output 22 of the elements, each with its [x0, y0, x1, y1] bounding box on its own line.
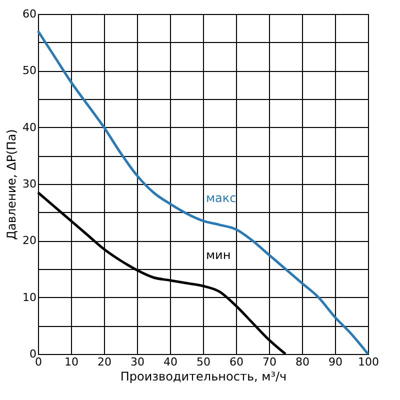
y-tick-label: 0 — [30, 348, 36, 360]
series-label: макс — [206, 191, 236, 206]
y-tick-label: 50 — [22, 64, 36, 78]
y-tick-label: 30 — [22, 178, 36, 190]
x-tick-label: 40 — [164, 356, 178, 368]
y-tick-label: 20 — [22, 234, 36, 248]
y-tick-label: 40 — [22, 120, 36, 134]
y-tick-label: 10 — [22, 290, 36, 304]
y-tick-label: 60 — [22, 8, 36, 20]
x-tick-label: 100 — [358, 356, 379, 368]
x-tick-label: 10 — [64, 356, 78, 368]
x-tick-label: 60 — [230, 356, 244, 368]
x-tick-label: 90 — [328, 356, 342, 368]
x-tick-label: 20 — [98, 356, 112, 368]
text: мин — [206, 248, 231, 262]
x-tick-label: 70 — [262, 356, 276, 368]
line-series — [36, 30, 370, 356]
x-tick-label: 30 — [130, 356, 144, 368]
x-tick-label: 50 — [196, 356, 210, 368]
y-axis-title: Давление, ΔP(Па) — [4, 129, 19, 240]
x-tick-label: 80 — [296, 356, 310, 368]
x-axis-title: Производительность, м³/ч — [120, 370, 287, 384]
